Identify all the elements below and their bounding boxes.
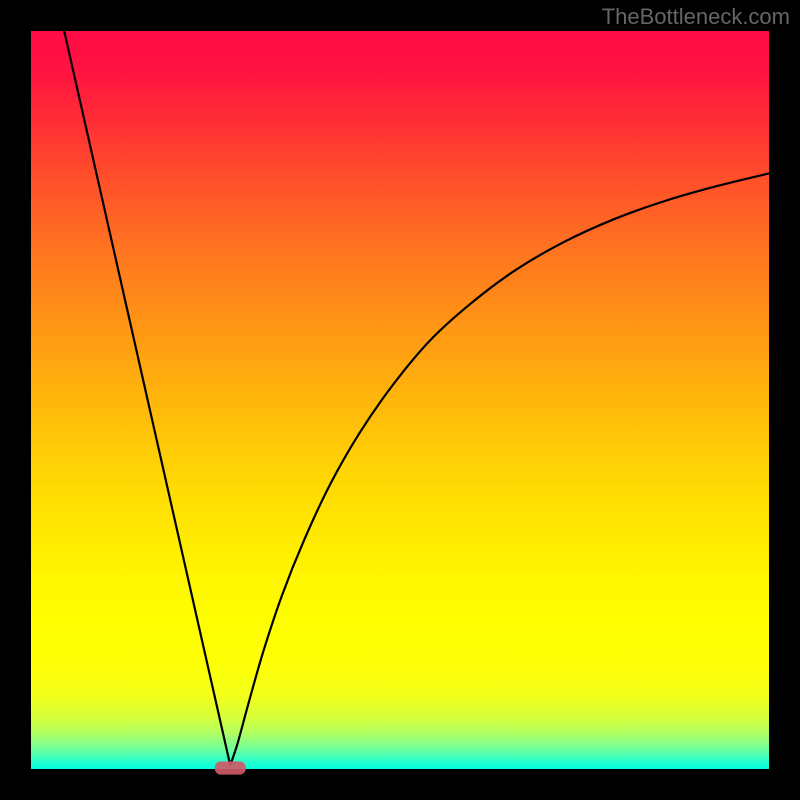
bottleneck-chart (0, 0, 800, 800)
chart-container: TheBottleneck.com (0, 0, 800, 800)
watermark-text: TheBottleneck.com (602, 4, 790, 30)
